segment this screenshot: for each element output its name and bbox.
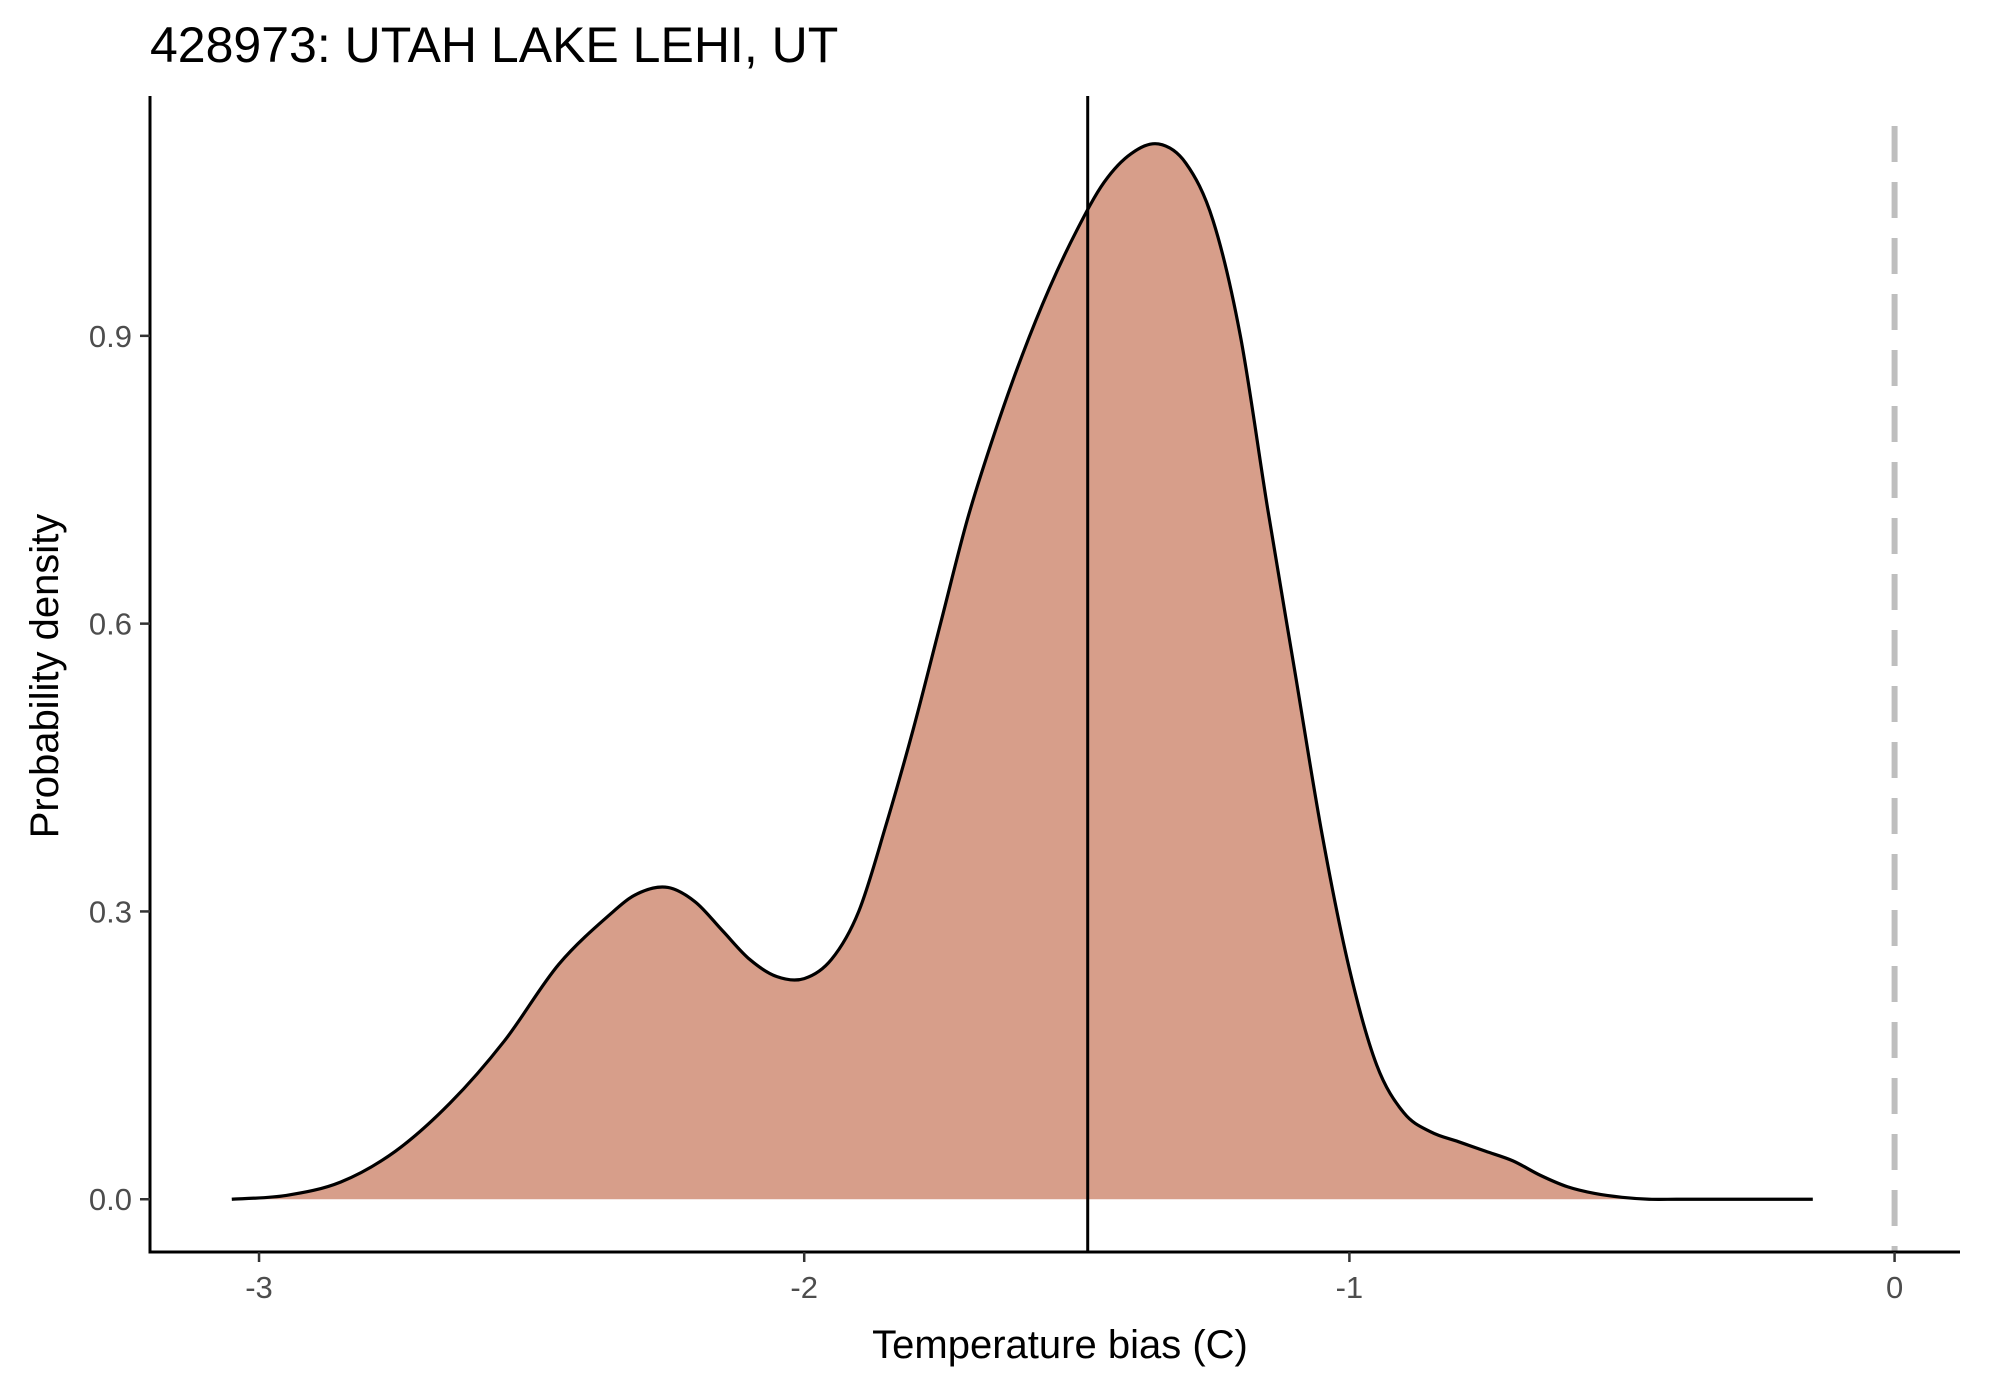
x-tick-label: 0 xyxy=(1886,1270,1903,1305)
y-tick-label: 0.9 xyxy=(89,319,132,354)
x-tick-label: -2 xyxy=(790,1270,818,1305)
density-curve-0 xyxy=(231,142,1813,1201)
x-tick-label: -1 xyxy=(1336,1270,1364,1305)
chart-title: 428973: UTAH LAKE LEHI, UT xyxy=(150,17,838,73)
y-axis-label: Probability density xyxy=(23,514,67,839)
x-tick-label: -3 xyxy=(245,1270,273,1305)
y-tick-label: 0.6 xyxy=(89,607,132,642)
y-tick-label: 0.0 xyxy=(89,1182,132,1217)
density-area-0 xyxy=(231,143,1813,1200)
x-axis-label: Temperature bias (C) xyxy=(872,1323,1248,1367)
plot-area xyxy=(231,96,1898,1252)
axes: -3 -2 -1 0 0.0 0.3 0.6 0.9 xyxy=(89,96,1960,1305)
y-tick-label: 0.3 xyxy=(89,894,132,929)
